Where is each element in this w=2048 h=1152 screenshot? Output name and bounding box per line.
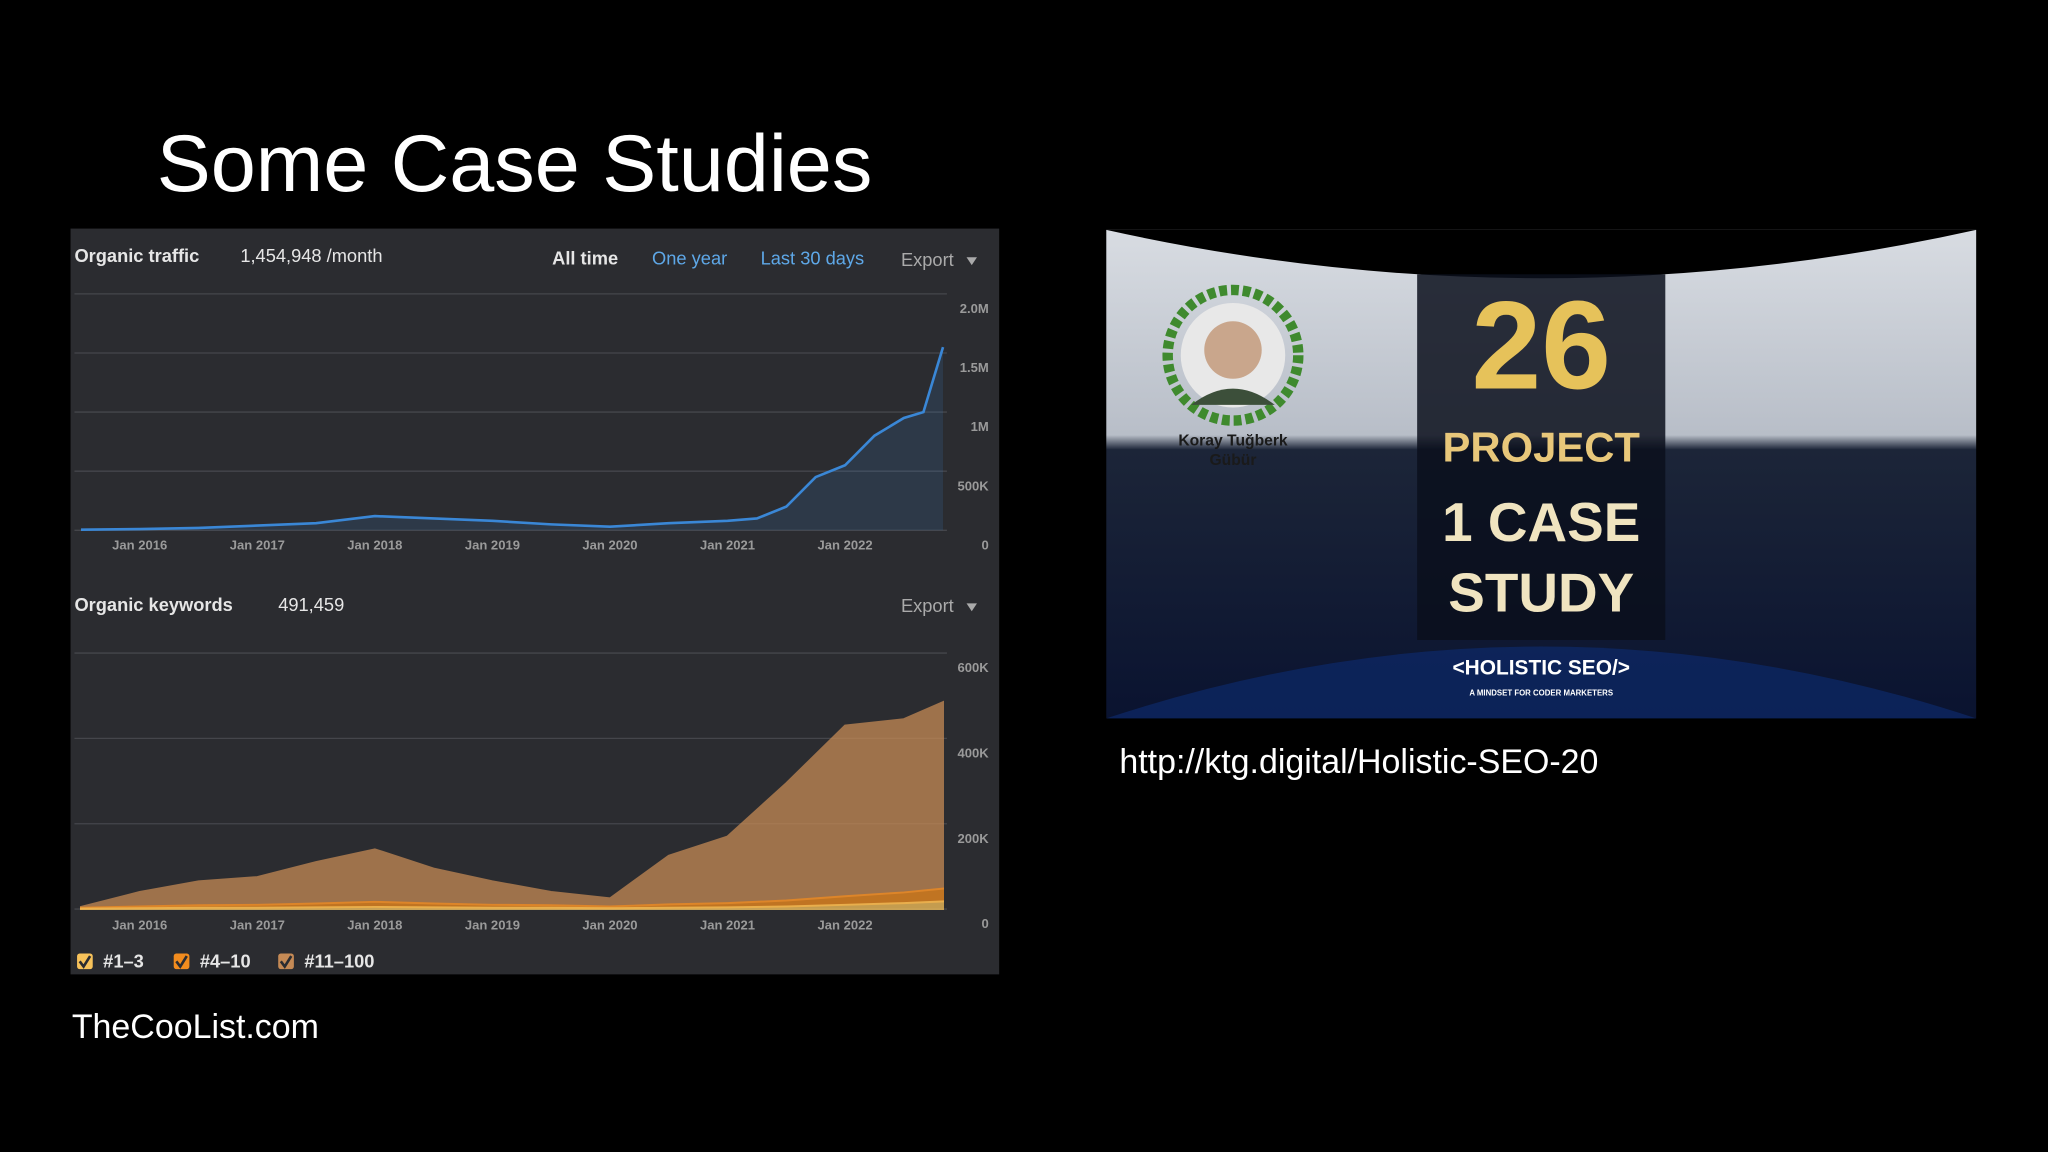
- x-tick-label: Jan 2016: [112, 537, 167, 552]
- x-tick-label: Jan 2018: [347, 917, 402, 932]
- x-tick-label: Jan 2022: [817, 917, 872, 932]
- card-line: PROJECT: [1443, 424, 1641, 471]
- card-brand: <HOLISTIC SEO/>: [1452, 656, 1629, 679]
- y-tick-label: 200K: [958, 831, 990, 846]
- y-tick-label: 1M: [971, 419, 989, 434]
- x-tick-label: Jan 2020: [582, 917, 637, 932]
- x-tick-label: Jan 2017: [230, 917, 285, 932]
- x-tick-label: Jan 2019: [465, 537, 520, 552]
- area-fill: [80, 347, 944, 531]
- area: [80, 900, 944, 911]
- x-tick-label: Jan 2016: [112, 917, 167, 932]
- x-tick-label: Jan 2021: [700, 917, 755, 932]
- y-tick-label: 500K: [958, 478, 990, 493]
- panel-title: Organic keywords: [74, 594, 232, 615]
- panel-summary: 1,454,948 /month: [240, 245, 382, 266]
- card-number: 26: [1471, 274, 1610, 415]
- x-tick-label: Jan 2022: [817, 537, 872, 552]
- legend-label: #11–100: [304, 950, 374, 971]
- x-tick-label: Jan 2018: [347, 537, 402, 552]
- y-tick-label: 0: [981, 916, 988, 931]
- laurel: [1162, 284, 1304, 426]
- legend-label: #4–10: [200, 950, 251, 971]
- portrait-face: [1204, 321, 1262, 379]
- y-tick-label: 400K: [958, 746, 990, 761]
- image-curve: [1106, 229, 1977, 279]
- export-button[interactable]: Export: [901, 595, 954, 616]
- x-tick-label: Jan 2017: [230, 537, 285, 552]
- slide-title: Some Case Studies: [157, 119, 873, 209]
- text-backdrop: [1417, 274, 1666, 640]
- legend-check: [78, 955, 92, 969]
- legend-check: [279, 955, 293, 969]
- x-tick-label: Jan 2020: [582, 537, 637, 552]
- y-tick-label: 600K: [958, 660, 990, 675]
- panel-title: Organic traffic: [74, 245, 199, 266]
- panel-summary: 491,459: [278, 594, 344, 615]
- card-line: STUDY: [1448, 561, 1634, 623]
- tab[interactable]: All time: [552, 248, 618, 269]
- y-tick-label: 2.0M: [960, 301, 989, 316]
- tab[interactable]: One year: [652, 248, 727, 269]
- card-line: 1 CASE: [1442, 491, 1640, 553]
- x-tick-label: Jan 2021: [700, 537, 755, 552]
- legend-check: [175, 955, 188, 969]
- dropdown-arrow: [966, 603, 977, 612]
- link-text[interactable]: http://ktg.digital/Holistic-SEO-20: [1119, 743, 1598, 781]
- legend-label: #1–3: [103, 950, 144, 971]
- portrait-body: [1191, 388, 1275, 405]
- person-name: Gübür: [1209, 452, 1256, 469]
- x-tick-label: Jan 2019: [465, 917, 520, 932]
- image-glow: [1106, 646, 1977, 719]
- y-tick-label: 1.5M: [960, 360, 989, 375]
- export-button[interactable]: Export: [901, 249, 954, 270]
- person-name: Koray Tuğberk: [1178, 433, 1288, 450]
- dropdown-arrow: [966, 257, 977, 266]
- y-tick-label: 0: [981, 537, 988, 552]
- footer-text: TheCooList.com: [72, 1008, 319, 1046]
- line: [80, 346, 945, 532]
- card-tagline: A MINDSET FOR CODER MARKETERS: [1469, 689, 1613, 698]
- charts: 0 500K 1M 1.5M 2.0M Jan 2016 Jan 2017 Jan 2018 J…: [74, 293, 990, 971]
- tab[interactable]: Last 30 days: [761, 248, 865, 269]
